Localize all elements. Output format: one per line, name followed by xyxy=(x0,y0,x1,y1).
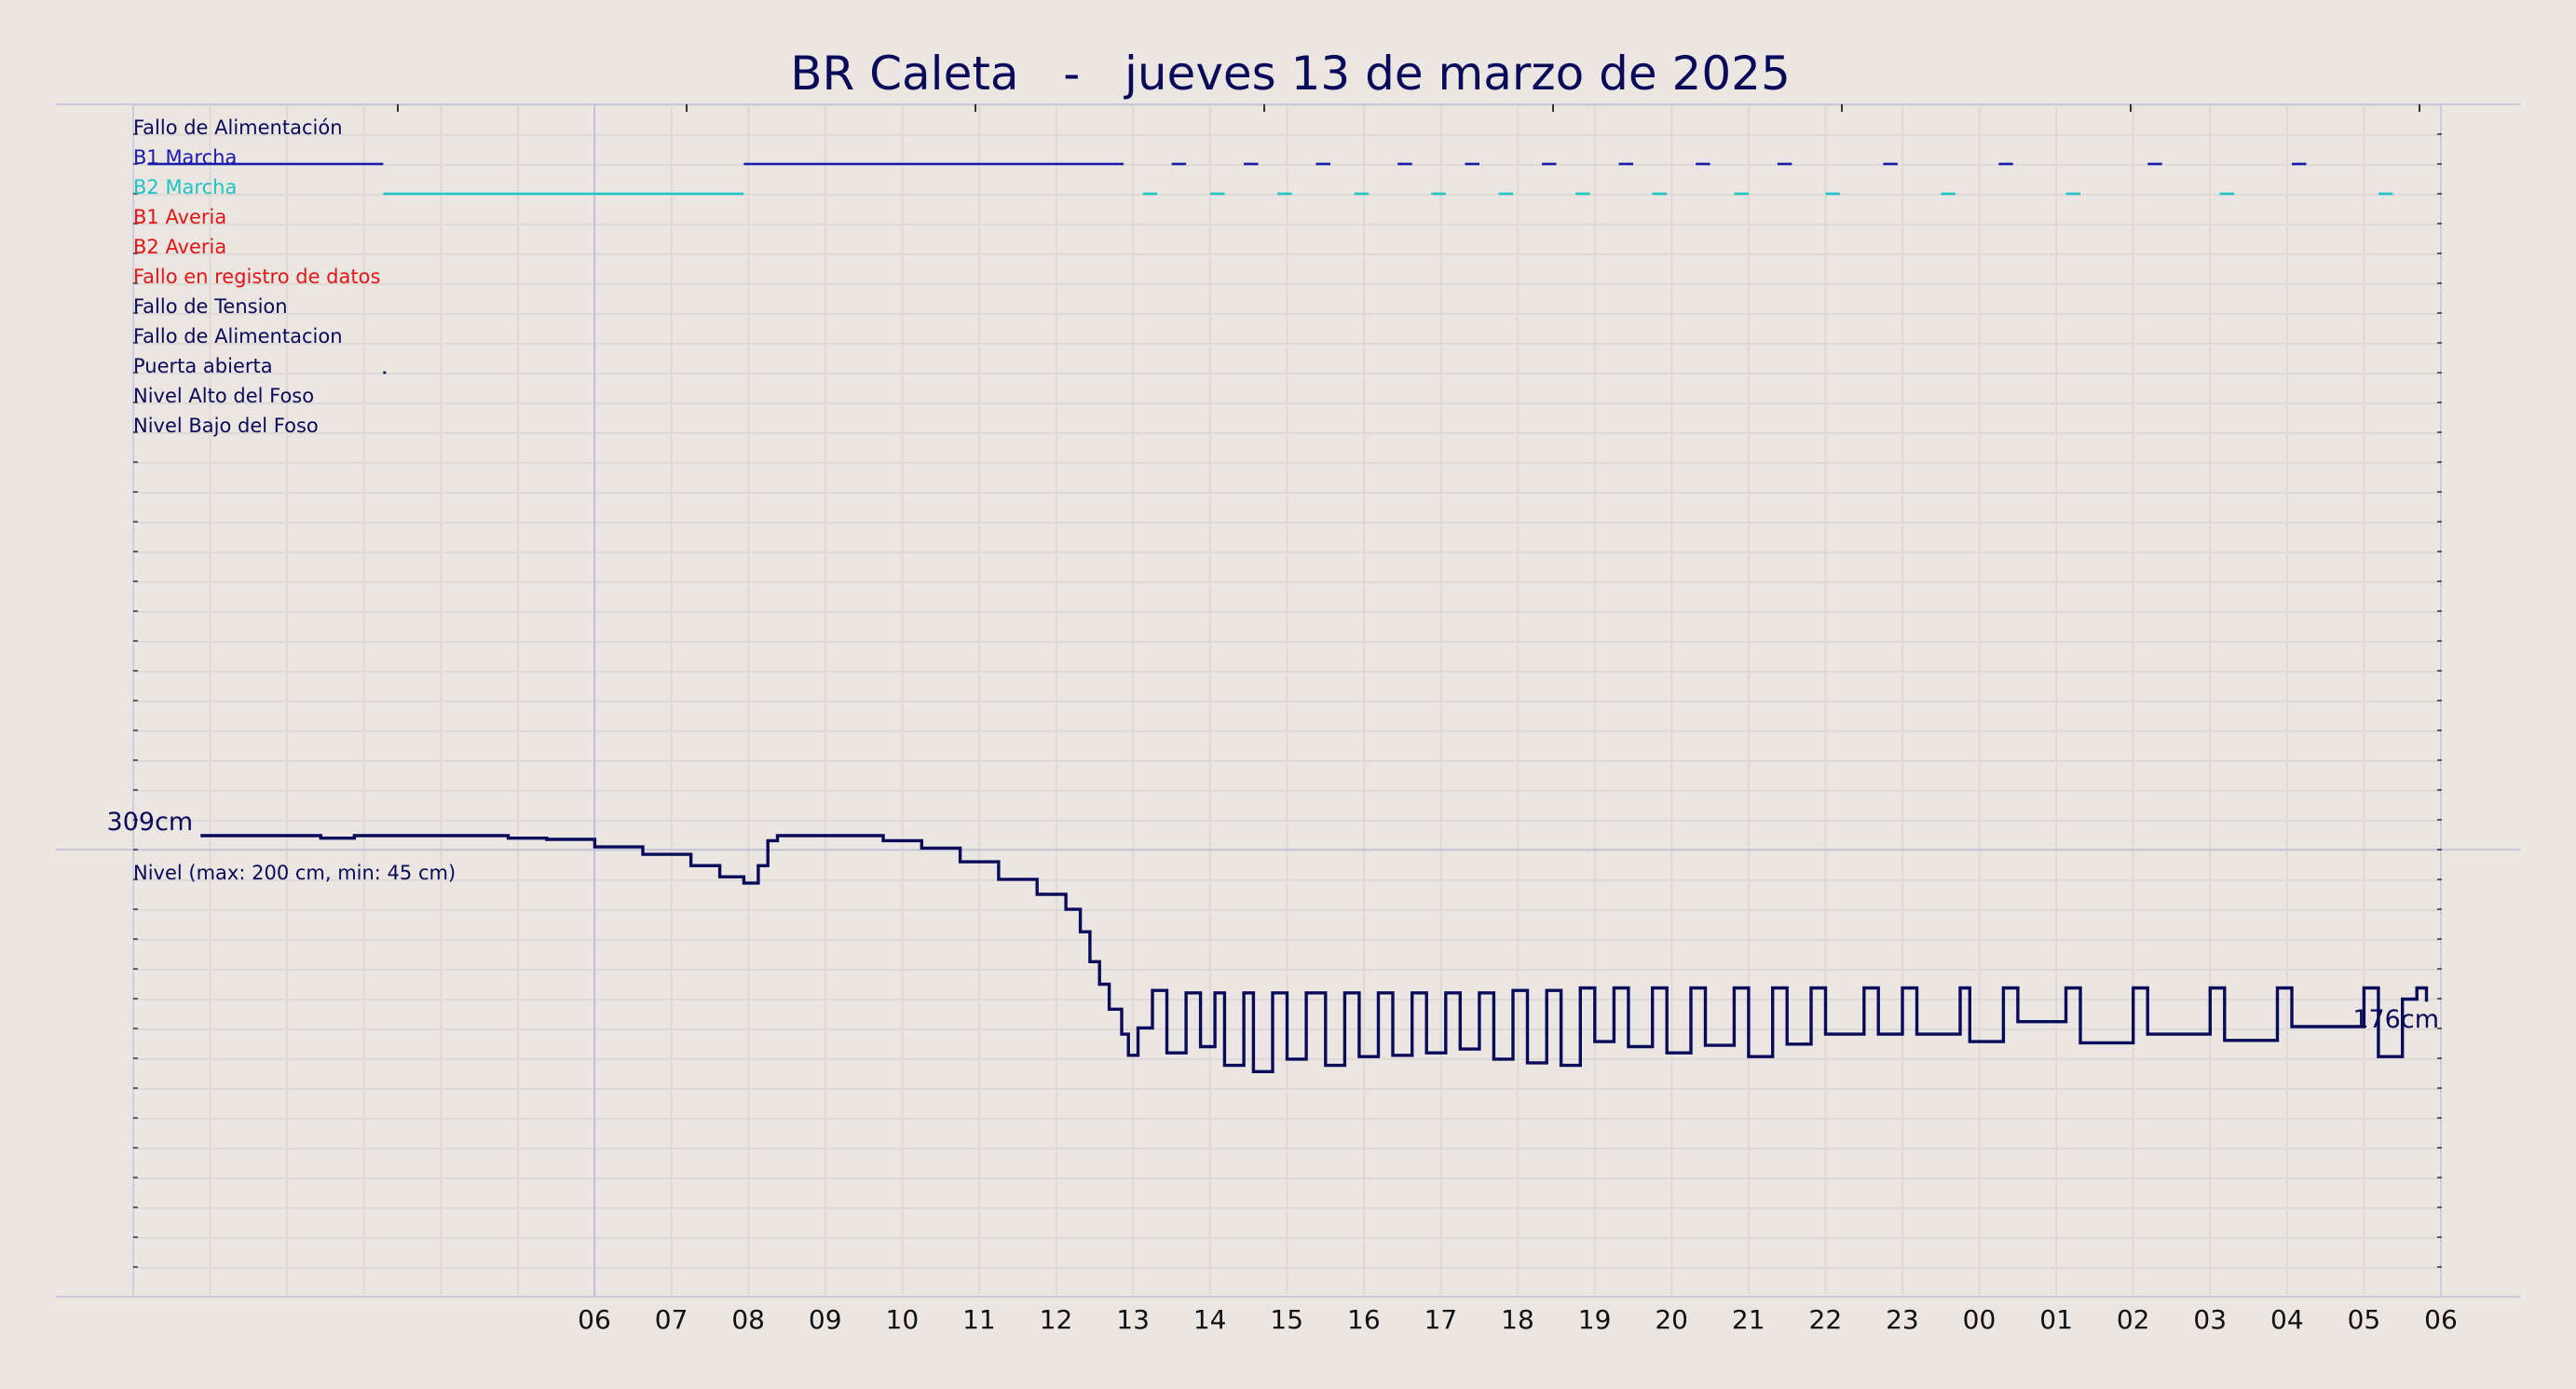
x-tick-label: 14 xyxy=(1193,1304,1227,1335)
signal-label: B1 Averia xyxy=(133,206,226,228)
signal-label: Fallo de Alimentación xyxy=(133,116,343,139)
signal-label: Nivel Bajo del Foso xyxy=(133,415,319,437)
x-tick-label: 03 xyxy=(2193,1304,2227,1335)
x-tick-label: 19 xyxy=(1578,1304,1612,1335)
level-line xyxy=(200,834,2429,1073)
digital-signals-panel: Fallo de Alimentación B1 Marcha B2 Marcha B… xyxy=(133,116,2393,437)
x-tick-label: 08 xyxy=(731,1304,765,1335)
x-tick-label: 20 xyxy=(1655,1304,1688,1335)
x-tick-label: 00 xyxy=(1963,1304,1997,1335)
x-tick-label: 07 xyxy=(655,1304,688,1335)
signal-label: Fallo en registro de datos xyxy=(133,266,380,288)
x-tick-label: 12 xyxy=(1040,1304,1073,1335)
x-tick-label: 01 xyxy=(2039,1304,2073,1335)
x-tick-label: 11 xyxy=(962,1304,996,1335)
x-tick-label: 06 xyxy=(2424,1304,2458,1335)
level-end-label: 176cm xyxy=(2352,1005,2439,1034)
level-start-label: 309cm xyxy=(107,808,194,837)
x-tick-label: 16 xyxy=(1347,1304,1381,1335)
x-tick-label: 13 xyxy=(1116,1304,1150,1335)
signal-label: B2 Marcha xyxy=(133,176,237,198)
chart-frame xyxy=(56,103,2520,1298)
x-tick-label: 22 xyxy=(1809,1304,1843,1335)
level-panel: Nivel (max: 200 cm, min: 45 cm) 309cm 176c… xyxy=(107,808,2439,1073)
x-tick-label: 06 xyxy=(578,1304,611,1335)
x-tick-label: 21 xyxy=(1732,1304,1765,1335)
x-tick-label: 18 xyxy=(1501,1304,1534,1335)
grid xyxy=(132,104,2442,1295)
chart-title: BR Caleta - jueves 13 de marzo de 2025 xyxy=(790,47,1791,101)
x-axis: 06 07 08 09 10 11 12 13 14 15 16 17 18 19 20 21 22 23 00 01… xyxy=(578,1304,2458,1335)
signal-label: B2 Averia xyxy=(133,236,226,258)
signal-label: Fallo de Alimentacion xyxy=(133,325,343,347)
x-tick-label: 17 xyxy=(1424,1304,1458,1335)
x-tick-label: 05 xyxy=(2348,1304,2381,1335)
x-tick-label: 09 xyxy=(809,1304,842,1335)
signal-label: B1 Marcha xyxy=(133,146,237,169)
signal-label: Puerta abierta xyxy=(133,355,273,377)
level-label: Nivel (max: 200 cm, min: 45 cm) xyxy=(133,862,456,884)
x-tick-label: 15 xyxy=(1270,1304,1303,1335)
x-tick-label: 10 xyxy=(886,1304,920,1335)
x-tick-label: 02 xyxy=(2117,1304,2150,1335)
signal-label: Nivel Alto del Foso xyxy=(133,385,314,407)
x-tick-label: 04 xyxy=(2270,1304,2304,1335)
x-tick-label: 23 xyxy=(1886,1304,1919,1335)
signal-label: Fallo de Tension xyxy=(133,295,288,318)
